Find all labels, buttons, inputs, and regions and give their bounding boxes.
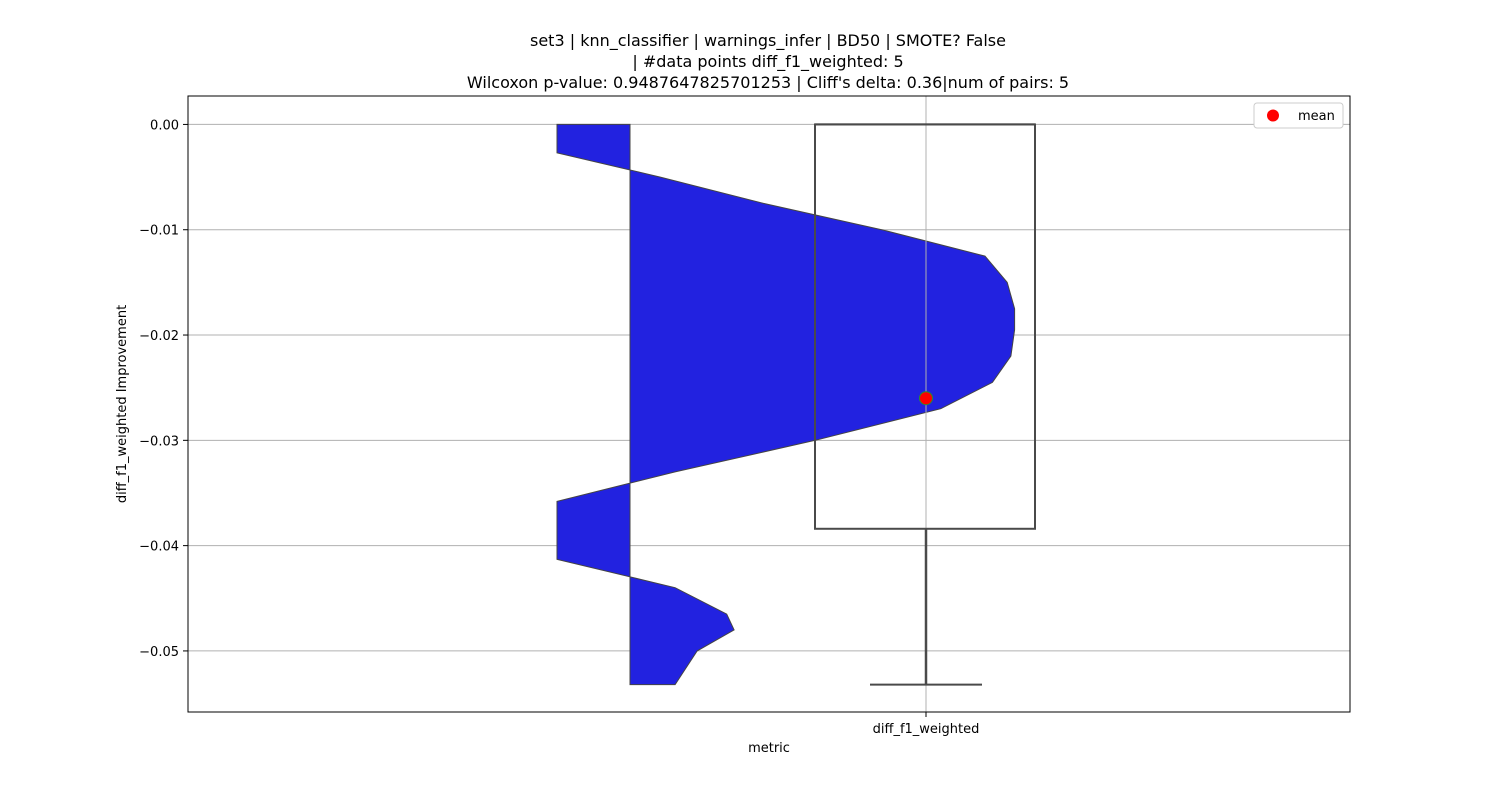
y-tick-label: −0.03 [139,434,179,449]
chart-title-line-2: | #data points diff_f1_weighted: 5 [632,52,903,72]
y-tick-label: −0.01 [139,224,179,239]
plot-frame [187,95,1351,713]
mean-marker [919,391,933,406]
y-tick-label: 0.00 [150,118,179,133]
y-tick-label: −0.04 [139,540,179,555]
box-layer [814,123,1036,686]
legend-mean-label: mean [1298,109,1335,124]
chart-title-line-3: Wilcoxon p-value: 0.9487647825701253 | C… [467,73,1069,92]
y-tick-label: −0.05 [139,645,179,660]
x-tick-label: diff_f1_weighted [873,722,980,737]
y-axis-label: diff_f1_weighted Improvement [115,305,130,503]
violin-layer [556,123,1016,686]
violin-shape [556,123,1016,686]
y-tick-label: −0.02 [139,329,179,344]
chart-title-line-1: set3 | knn_classifier | warnings_infer |… [530,31,1006,51]
legend-frame [1253,102,1344,129]
legend: mean [1253,102,1344,129]
x-axis-ticks: diff_f1_weighted [873,712,980,737]
legend-mean-marker [1267,109,1279,122]
y-axis-ticks: 0.00 −0.01 −0.02 −0.03 −0.04 −0.05 [139,118,188,660]
x-axis-label: metric [748,741,790,756]
